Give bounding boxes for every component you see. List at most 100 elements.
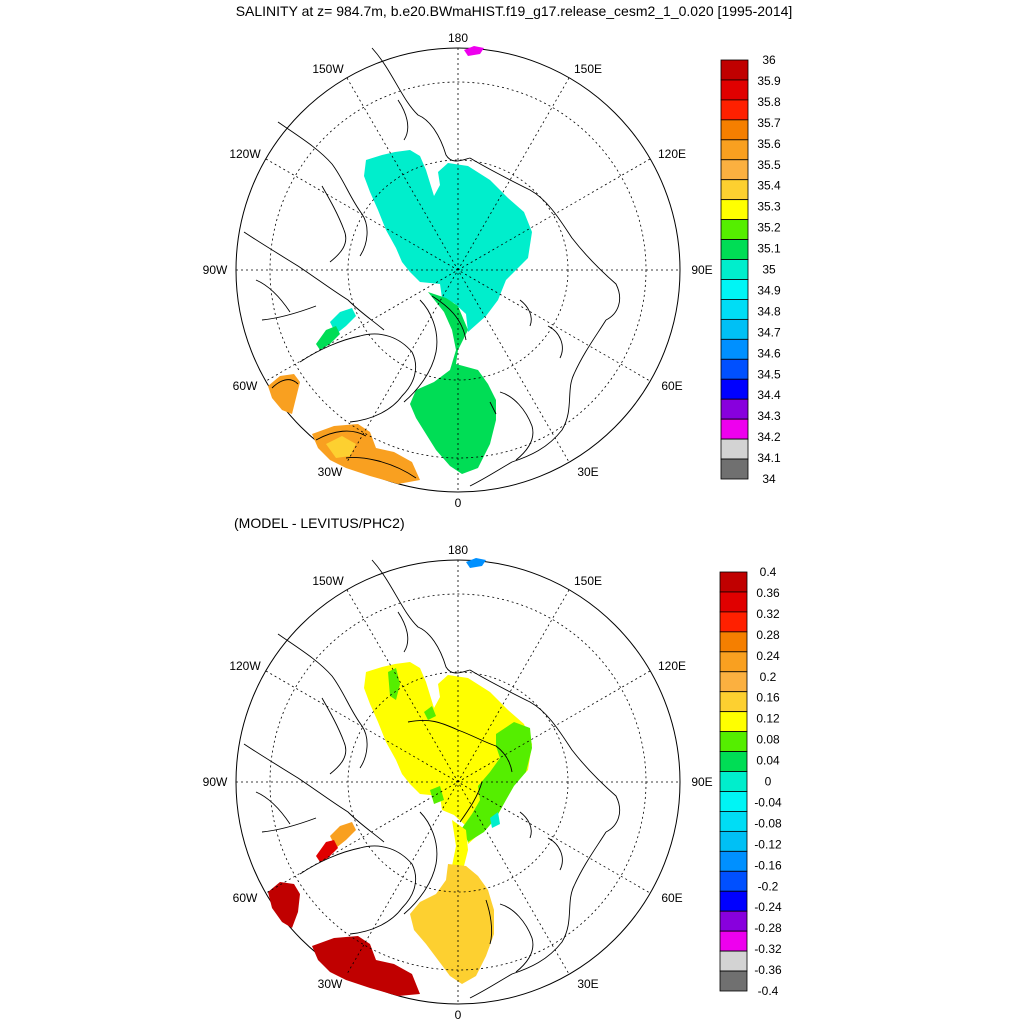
colorbar-label: 0 (765, 775, 772, 789)
colorbar-swatch (720, 179, 749, 201)
colorbar-swatch (720, 159, 749, 181)
graticule (236, 48, 680, 492)
graticule (236, 560, 680, 1004)
lon-label: 120W (229, 147, 261, 161)
colorbar-label: 35.8 (757, 95, 781, 109)
colorbar-label: 0.36 (756, 586, 780, 600)
colorbar-label: 0.28 (756, 628, 780, 642)
colorbar-swatch (719, 830, 748, 852)
colorbar-label: 0.16 (756, 691, 780, 705)
colorbar-swatch (720, 299, 749, 320)
colorbar-swatch (719, 970, 748, 992)
colorbar-swatch (720, 458, 749, 480)
colorbar-swatch (719, 751, 748, 772)
colorbar-swatch (720, 239, 749, 260)
colorbar-label: -0.4 (758, 984, 779, 998)
colorbar-swatch (719, 731, 748, 752)
longitude-labels: 180 150E 120E 90E 60E 30E 0 30W 60W 90W … (203, 543, 713, 1022)
colorbar-label: -0.16 (754, 858, 782, 872)
colorbar-label: 34.4 (757, 388, 781, 402)
colorbar-label: 35.1 (757, 242, 781, 256)
north-atlantic-core-region (326, 436, 356, 458)
colorbar-label: 0.08 (756, 733, 780, 747)
lon-label: 150W (312, 574, 344, 588)
chart-title: (MODEL - LEVITUS/PHC2) (234, 515, 405, 531)
colorbar-swatch (719, 571, 748, 593)
colorbar-swatch (720, 99, 749, 121)
lon-label: 120E (658, 147, 686, 161)
colorbar-swatch (719, 671, 748, 693)
colorbar-label: 34.1 (757, 451, 781, 465)
colorbar-swatch (720, 318, 749, 340)
colorbar-swatch (719, 791, 748, 812)
colorbar-swatch (720, 139, 749, 161)
lon-label: 90E (691, 263, 712, 277)
colorbar-swatch (720, 219, 749, 240)
nordic-seas-region (410, 292, 496, 474)
colorbar-label: 35.3 (757, 200, 781, 214)
lon-label: 0 (455, 496, 462, 510)
colorbar-swatch (720, 378, 749, 400)
colorbar-swatch (720, 338, 749, 360)
colorbar-swatch (720, 259, 749, 280)
colorbar-swatch (719, 771, 748, 792)
colorbar-label: 0.24 (756, 649, 780, 663)
small-patch-region (490, 812, 500, 828)
small-patch-region (424, 706, 436, 720)
colorbar-swatch (720, 358, 749, 380)
colorbar-label: 35.6 (757, 137, 781, 151)
salinity-fields (268, 46, 532, 484)
colorbar-label: -0.12 (754, 837, 782, 851)
colorbar-label: 0.2 (760, 670, 777, 684)
fram-strait-region (452, 820, 468, 866)
lon-label: 90E (691, 775, 712, 789)
lon-label: 90W (203, 263, 228, 277)
lon-label: 150W (312, 62, 344, 76)
colorbar-swatch (719, 651, 748, 673)
arctic-basin-region (364, 150, 532, 332)
colorbar-label: 34.6 (757, 346, 781, 360)
lon-label: 120W (229, 659, 261, 673)
lon-label: 90W (203, 775, 228, 789)
lon-label: 30E (577, 977, 598, 991)
lon-label: 120E (658, 659, 686, 673)
colorbar-label: 35.2 (757, 221, 781, 235)
contour-lines (407, 719, 513, 945)
nordic-seas-region (410, 864, 494, 984)
colorbar-swatch (720, 279, 749, 300)
lon-label: 0 (455, 1008, 462, 1022)
small-patch-region (430, 786, 444, 804)
baffin-south-region (316, 326, 340, 350)
baffin-bay-region (330, 822, 356, 848)
coastlines (243, 47, 620, 487)
colorbar-label: -0.32 (754, 942, 782, 956)
colorbar-swatch (720, 418, 749, 440)
longitude-labels: 180 150E 120E 90E 60E 30E 0 30W 60W 90W … (203, 31, 713, 510)
colorbar-swatch (720, 438, 749, 460)
colorbar-swatch (720, 199, 749, 221)
lon-label: 30W (318, 465, 343, 479)
colorbar-swatch (719, 850, 748, 872)
colorbar-label: 35.4 (757, 179, 781, 193)
colorbar-swatch (719, 930, 748, 952)
colorbar-swatch (719, 870, 748, 892)
lon-label: 60W (233, 379, 258, 393)
colorbar-label: -0.28 (754, 921, 782, 935)
lon-label: 30W (318, 977, 343, 991)
colorbar-label: 0.32 (756, 607, 780, 621)
salinity-panel: SALINITY at z= 984.7m, b.e20.BWmaHIST.f1… (203, 3, 793, 510)
colorbar-label: 0.12 (756, 712, 780, 726)
contour-lines (271, 295, 497, 479)
colorbar-label: 34.3 (757, 409, 781, 423)
colorbar-swatch (720, 398, 749, 420)
colorbar-swatch (719, 691, 748, 713)
colorbar-label: -0.36 (754, 963, 782, 977)
lon-label: 60E (661, 891, 682, 905)
colorbar-label: -0.2 (758, 879, 779, 893)
lon-label: 150E (574, 62, 602, 76)
colorbar-label: -0.08 (754, 816, 782, 830)
lon-label: 60W (233, 891, 258, 905)
colorbar-label: -0.04 (754, 795, 782, 809)
difference-panel: (MODEL - LEVITUS/PHC2) (203, 515, 782, 1022)
